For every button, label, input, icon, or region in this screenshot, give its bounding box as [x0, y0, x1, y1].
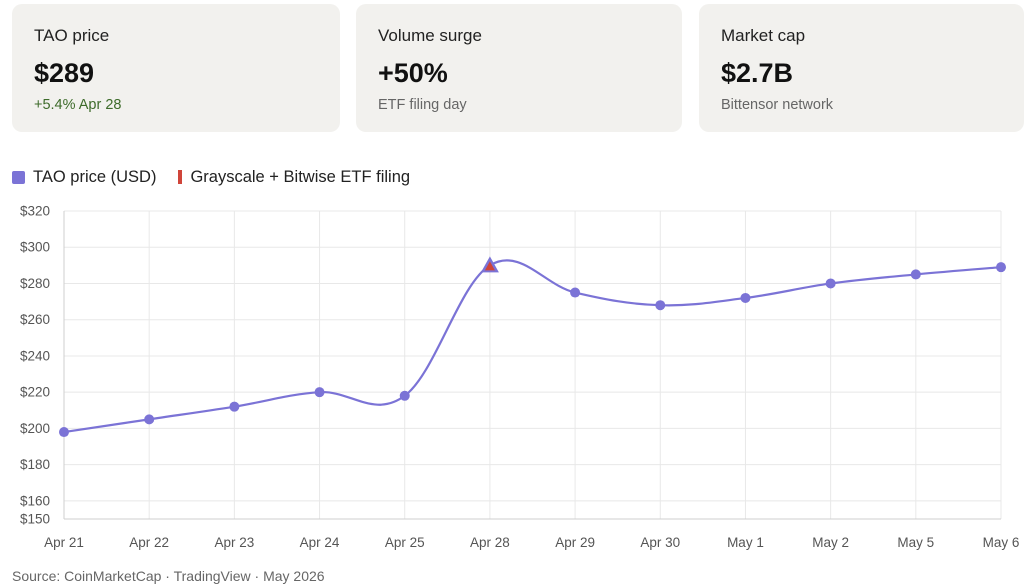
- legend-swatch-bar-icon: [178, 170, 183, 184]
- price-series-line: [63, 259, 1002, 434]
- card-sub: ETF filing day: [378, 97, 467, 113]
- data-point: [229, 401, 240, 412]
- stat-card-market-cap: Market cap $2.7B Bittensor network: [699, 4, 1024, 132]
- x-tick-label: Apr 23: [214, 535, 254, 550]
- y-tick-label: $320: [20, 204, 50, 219]
- x-tick-label: May 5: [897, 535, 934, 550]
- stat-card-volume: Volume surge +50% ETF filing day: [356, 4, 682, 132]
- card-value: +50%: [378, 58, 448, 88]
- data-point: [399, 390, 410, 401]
- card-label: TAO price: [34, 26, 110, 45]
- x-axis: Apr 21 Apr 22 Apr 23 Apr 24 Apr 25 Apr 28 Apr …: [44, 518, 1020, 550]
- y-tick-label: $280: [20, 276, 50, 291]
- data-point: [655, 300, 666, 311]
- data-point: [314, 387, 325, 398]
- stat-cards: TAO price $289 +5.4% Apr 28 Volume surge…: [12, 4, 1024, 132]
- card-value: $2.7B: [721, 58, 794, 88]
- legend-item-price: TAO price (USD): [12, 168, 156, 187]
- card-value: $289: [34, 58, 95, 88]
- card-sub: Bittensor network: [721, 97, 834, 113]
- card-label: Volume surge: [378, 26, 482, 45]
- x-tick-label: Apr 21: [44, 535, 84, 550]
- x-tick-label: Apr 29: [555, 535, 595, 550]
- y-tick-label: $240: [20, 348, 50, 363]
- x-tick-label: May 2: [812, 535, 849, 550]
- data-point: [825, 278, 836, 289]
- y-tick-label: $200: [20, 421, 50, 436]
- x-tick-label: Apr 22: [129, 535, 169, 550]
- data-point: [740, 292, 751, 303]
- card-sub: +5.4% Apr 28: [34, 97, 122, 113]
- x-tick-label: May 6: [983, 535, 1020, 550]
- legend-item-event: Grayscale + Bitwise ETF filing: [178, 168, 410, 187]
- y-tick-label: $180: [20, 457, 50, 472]
- chart-points: [59, 262, 1006, 438]
- card-label: Market cap: [721, 26, 806, 45]
- y-tick-label: $260: [20, 312, 50, 327]
- y-axis: $150 $160 $180 $200 $220 $240 $260 $280 $300 $320: [20, 204, 65, 527]
- legend-swatch-square-icon: [12, 170, 25, 184]
- chart-event: [480, 256, 499, 273]
- data-point: [996, 262, 1006, 273]
- x-tick-label: Apr 25: [385, 535, 425, 550]
- y-tick-label: $220: [20, 385, 50, 400]
- x-tick-label: May 1: [727, 535, 764, 550]
- data-point: [144, 414, 155, 425]
- price-line-chart: $150 $160 $180 $200 $220 $240 $260 $280 $300 $320…: [20, 204, 1020, 551]
- chart-source: Source: CoinMarketCap · TradingView · Ma…: [12, 568, 325, 584]
- x-tick-label: Apr 24: [300, 535, 340, 550]
- x-tick-label: Apr 30: [640, 535, 680, 550]
- stat-card-price: TAO price $289 +5.4% Apr 28: [12, 4, 340, 132]
- data-point: [910, 269, 921, 280]
- event-marker-triangle: [484, 261, 495, 271]
- legend-label-event: Grayscale + Bitwise ETF filing: [190, 167, 411, 186]
- y-tick-label: $300: [20, 240, 50, 255]
- data-point: [570, 287, 581, 298]
- legend-label-price: TAO price (USD): [33, 167, 157, 186]
- y-tick-label: $160: [20, 493, 50, 508]
- y-tick-label: $150: [20, 512, 50, 527]
- chart-series: [63, 259, 1002, 434]
- chart-legend: TAO price (USD) Grayscale + Bitwise ETF …: [12, 166, 432, 188]
- x-tick-label: Apr 28: [470, 535, 510, 550]
- data-point: [59, 427, 69, 438]
- chart-grid: [63, 210, 1002, 520]
